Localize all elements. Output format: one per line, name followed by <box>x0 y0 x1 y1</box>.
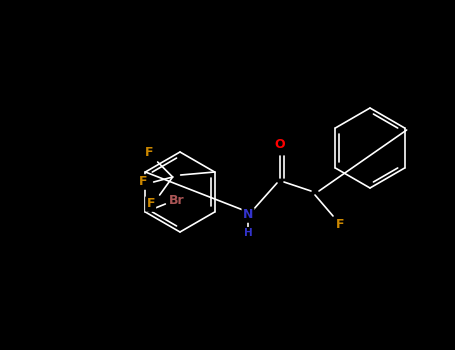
Text: F: F <box>147 197 155 210</box>
Text: F: F <box>138 175 147 189</box>
Text: F: F <box>336 218 344 231</box>
Text: O: O <box>275 138 285 150</box>
Text: N: N <box>243 209 253 222</box>
Text: F: F <box>144 147 153 160</box>
Text: H: H <box>243 228 253 238</box>
Text: Br: Br <box>168 194 184 206</box>
